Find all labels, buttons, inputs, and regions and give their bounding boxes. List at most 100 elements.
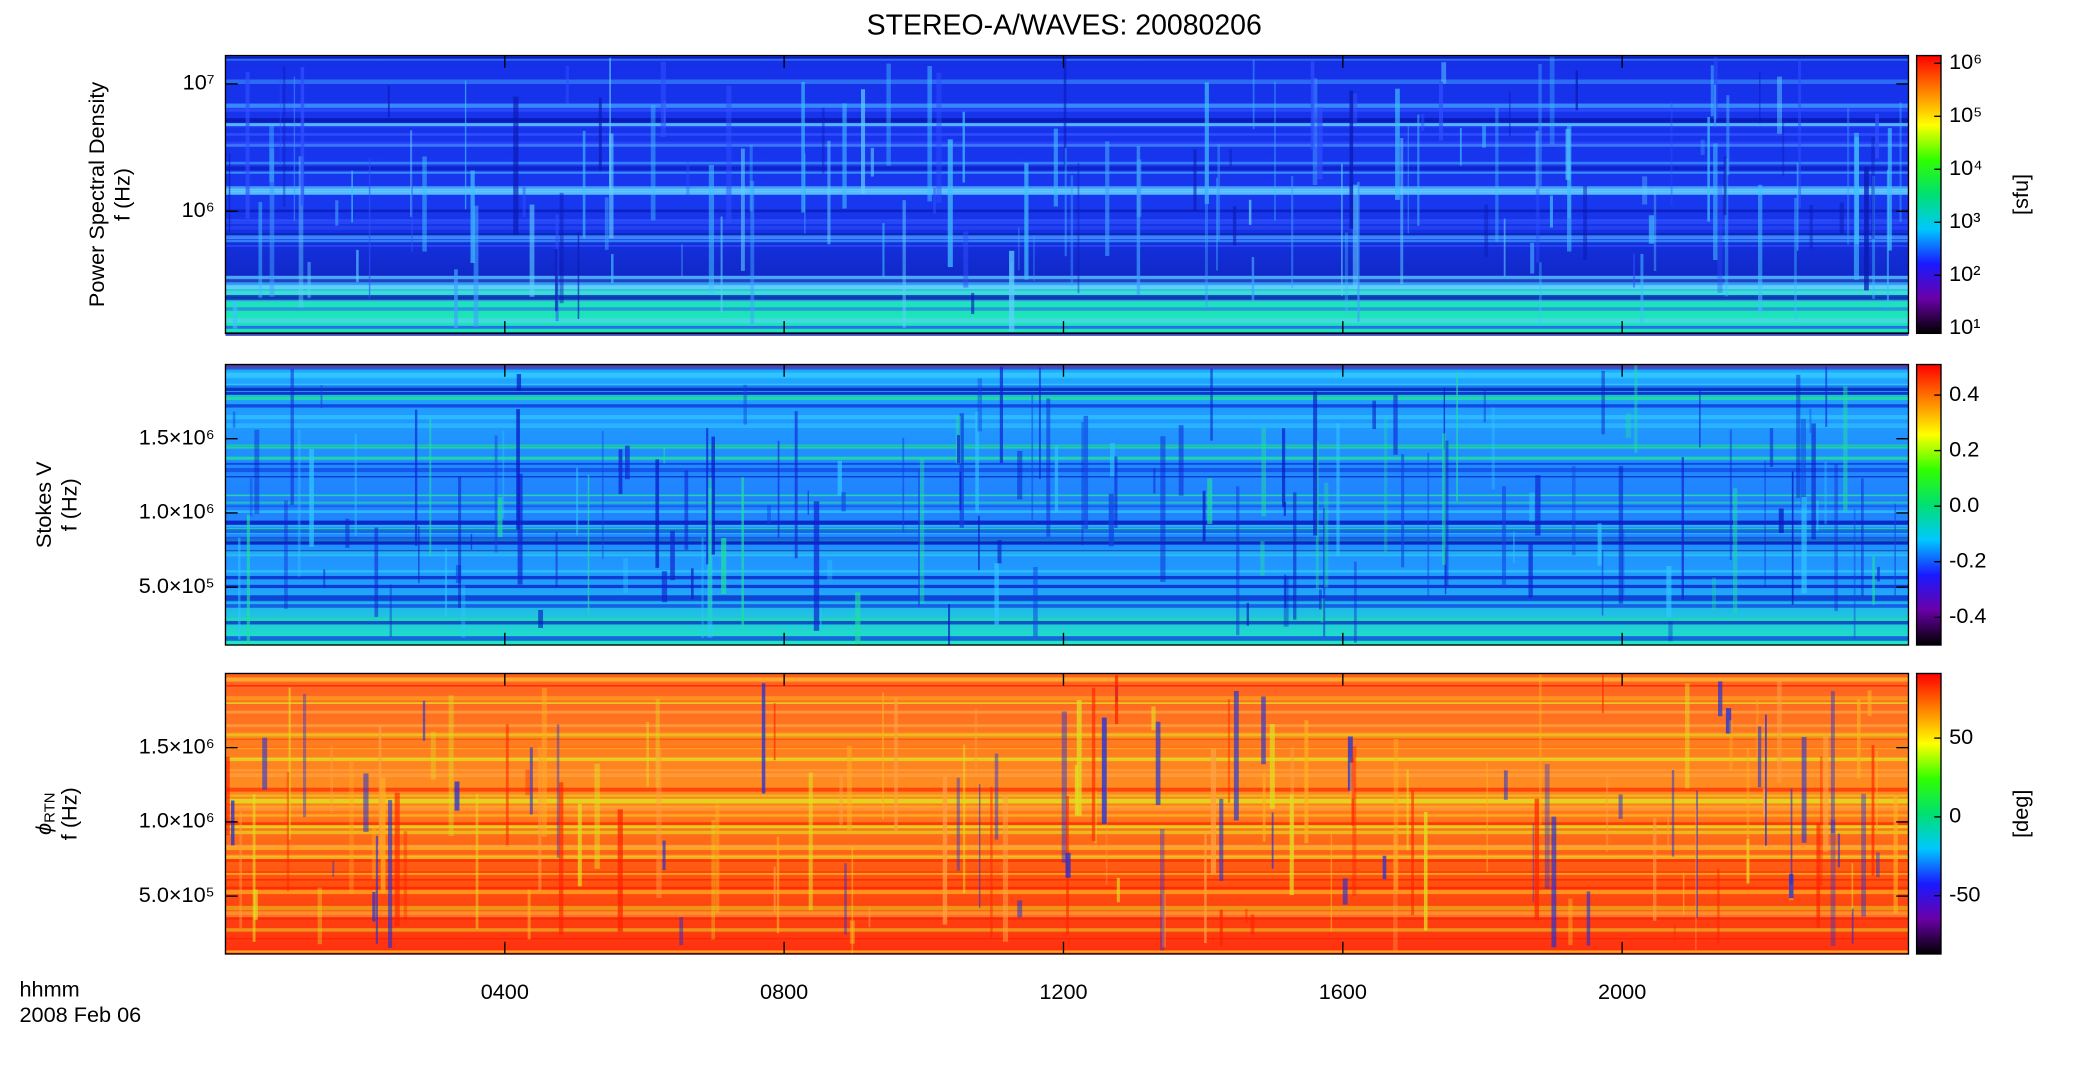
colorbar-tick-label: 10³	[1949, 208, 1980, 233]
texture-streak	[679, 917, 684, 946]
texture-stripe	[225, 373, 1909, 379]
texture-streak	[1899, 102, 1902, 222]
texture-streak	[741, 477, 745, 629]
texture-streak	[282, 66, 286, 207]
texture-stripe	[225, 415, 1909, 420]
texture-stripe	[225, 283, 1909, 286]
texture-streak	[1872, 175, 1876, 299]
texture-streak	[351, 170, 353, 223]
texture-streak	[837, 460, 842, 496]
colorbar	[1915, 54, 1942, 335]
texture-streak	[239, 811, 243, 928]
texture-stripe	[225, 161, 1909, 165]
texture-streak	[655, 698, 660, 788]
texture-streak	[1796, 374, 1801, 498]
texture-streak	[708, 164, 715, 293]
texture-streak	[936, 72, 942, 203]
texture-streak	[1219, 798, 1224, 881]
texture-streak	[807, 490, 809, 515]
texture-streak	[1262, 772, 1266, 842]
texture-stripe	[225, 125, 1909, 128]
texture-streak	[1746, 747, 1750, 877]
texture-streak	[624, 445, 630, 480]
texture-streak	[258, 201, 263, 298]
texture-streak	[559, 192, 564, 304]
texture-streak	[1830, 691, 1835, 834]
texture-streak	[841, 492, 846, 512]
texture-streak	[1718, 681, 1723, 717]
texture-streak	[1116, 877, 1120, 903]
colorbar-tick-label: 0	[1949, 803, 1961, 828]
texture-streak	[1459, 127, 1462, 166]
texture-streak	[670, 530, 675, 581]
texture-streak	[1503, 218, 1506, 277]
texture-stripe	[225, 325, 1909, 329]
texture-streak	[1886, 169, 1889, 308]
texture-stripe	[225, 307, 1909, 311]
texture-streak	[1717, 184, 1723, 293]
texture-streak	[1666, 566, 1672, 618]
texture-streak	[1236, 486, 1240, 636]
x-axis-date: 2008 Feb 06	[19, 1002, 141, 1027]
texture-streak	[387, 85, 390, 118]
texture-streak	[1685, 683, 1690, 789]
plot-frame	[224, 54, 1910, 335]
texture-stripe	[225, 794, 1909, 797]
texture-streak	[1583, 185, 1588, 260]
texture-stripe	[225, 702, 1909, 704]
texture-streak	[650, 105, 656, 221]
texture-streak	[1653, 188, 1657, 272]
texture-streak	[611, 254, 614, 284]
texture-streak	[1227, 699, 1231, 803]
texture-stripe	[225, 747, 1909, 750]
texture-streak	[1634, 365, 1638, 453]
texture-streak	[1204, 831, 1207, 944]
texture-stripe	[225, 123, 1909, 127]
texture-streak	[1427, 452, 1430, 600]
texture-streak	[1443, 387, 1446, 450]
texture-streak	[284, 500, 288, 609]
texture-stripe	[225, 141, 1909, 146]
y-tick-label: 5.0×10⁵	[139, 882, 215, 907]
texture-stripe	[225, 285, 1909, 290]
texture-streak	[1017, 900, 1023, 918]
texture-streak	[1529, 492, 1535, 522]
texture-streak	[1796, 162, 1799, 251]
texture-streak	[1539, 674, 1542, 825]
texture-streak	[577, 803, 582, 887]
texture-streak	[1233, 690, 1239, 821]
texture-streak	[470, 533, 473, 550]
texture-streak	[378, 725, 382, 859]
colorbar-tick-label: 10¹	[1949, 314, 1980, 339]
texture-streak	[354, 434, 357, 537]
colorbar	[1915, 672, 1942, 955]
texture-streak	[1618, 465, 1624, 604]
texture-streak	[1800, 418, 1806, 509]
texture-streak	[1033, 567, 1038, 637]
texture-streak	[1549, 56, 1555, 145]
texture-streak	[1653, 817, 1657, 921]
texture-streak	[1438, 81, 1444, 141]
texture-streak	[1605, 775, 1609, 852]
texture-streak	[1811, 423, 1816, 540]
texture-streak	[1712, 577, 1716, 611]
texture-streak	[1757, 184, 1763, 316]
texture-streak	[1178, 425, 1184, 496]
texture-streak	[1393, 739, 1399, 891]
texture-streak	[750, 180, 755, 325]
texture-streak	[245, 71, 250, 219]
texture-streak	[662, 840, 666, 870]
texture-streak	[1839, 202, 1844, 234]
texture-streak	[494, 435, 498, 553]
texture-streak	[1372, 400, 1377, 430]
texture-streak	[249, 477, 253, 517]
texture-streak	[1310, 61, 1315, 150]
texture-stripe	[225, 239, 1909, 243]
texture-streak	[1871, 136, 1875, 239]
texture-stripe	[225, 275, 1909, 281]
texture-streak	[238, 537, 241, 640]
texture-streak	[418, 526, 420, 584]
texture-streak	[715, 804, 720, 914]
texture-streak	[332, 861, 335, 877]
